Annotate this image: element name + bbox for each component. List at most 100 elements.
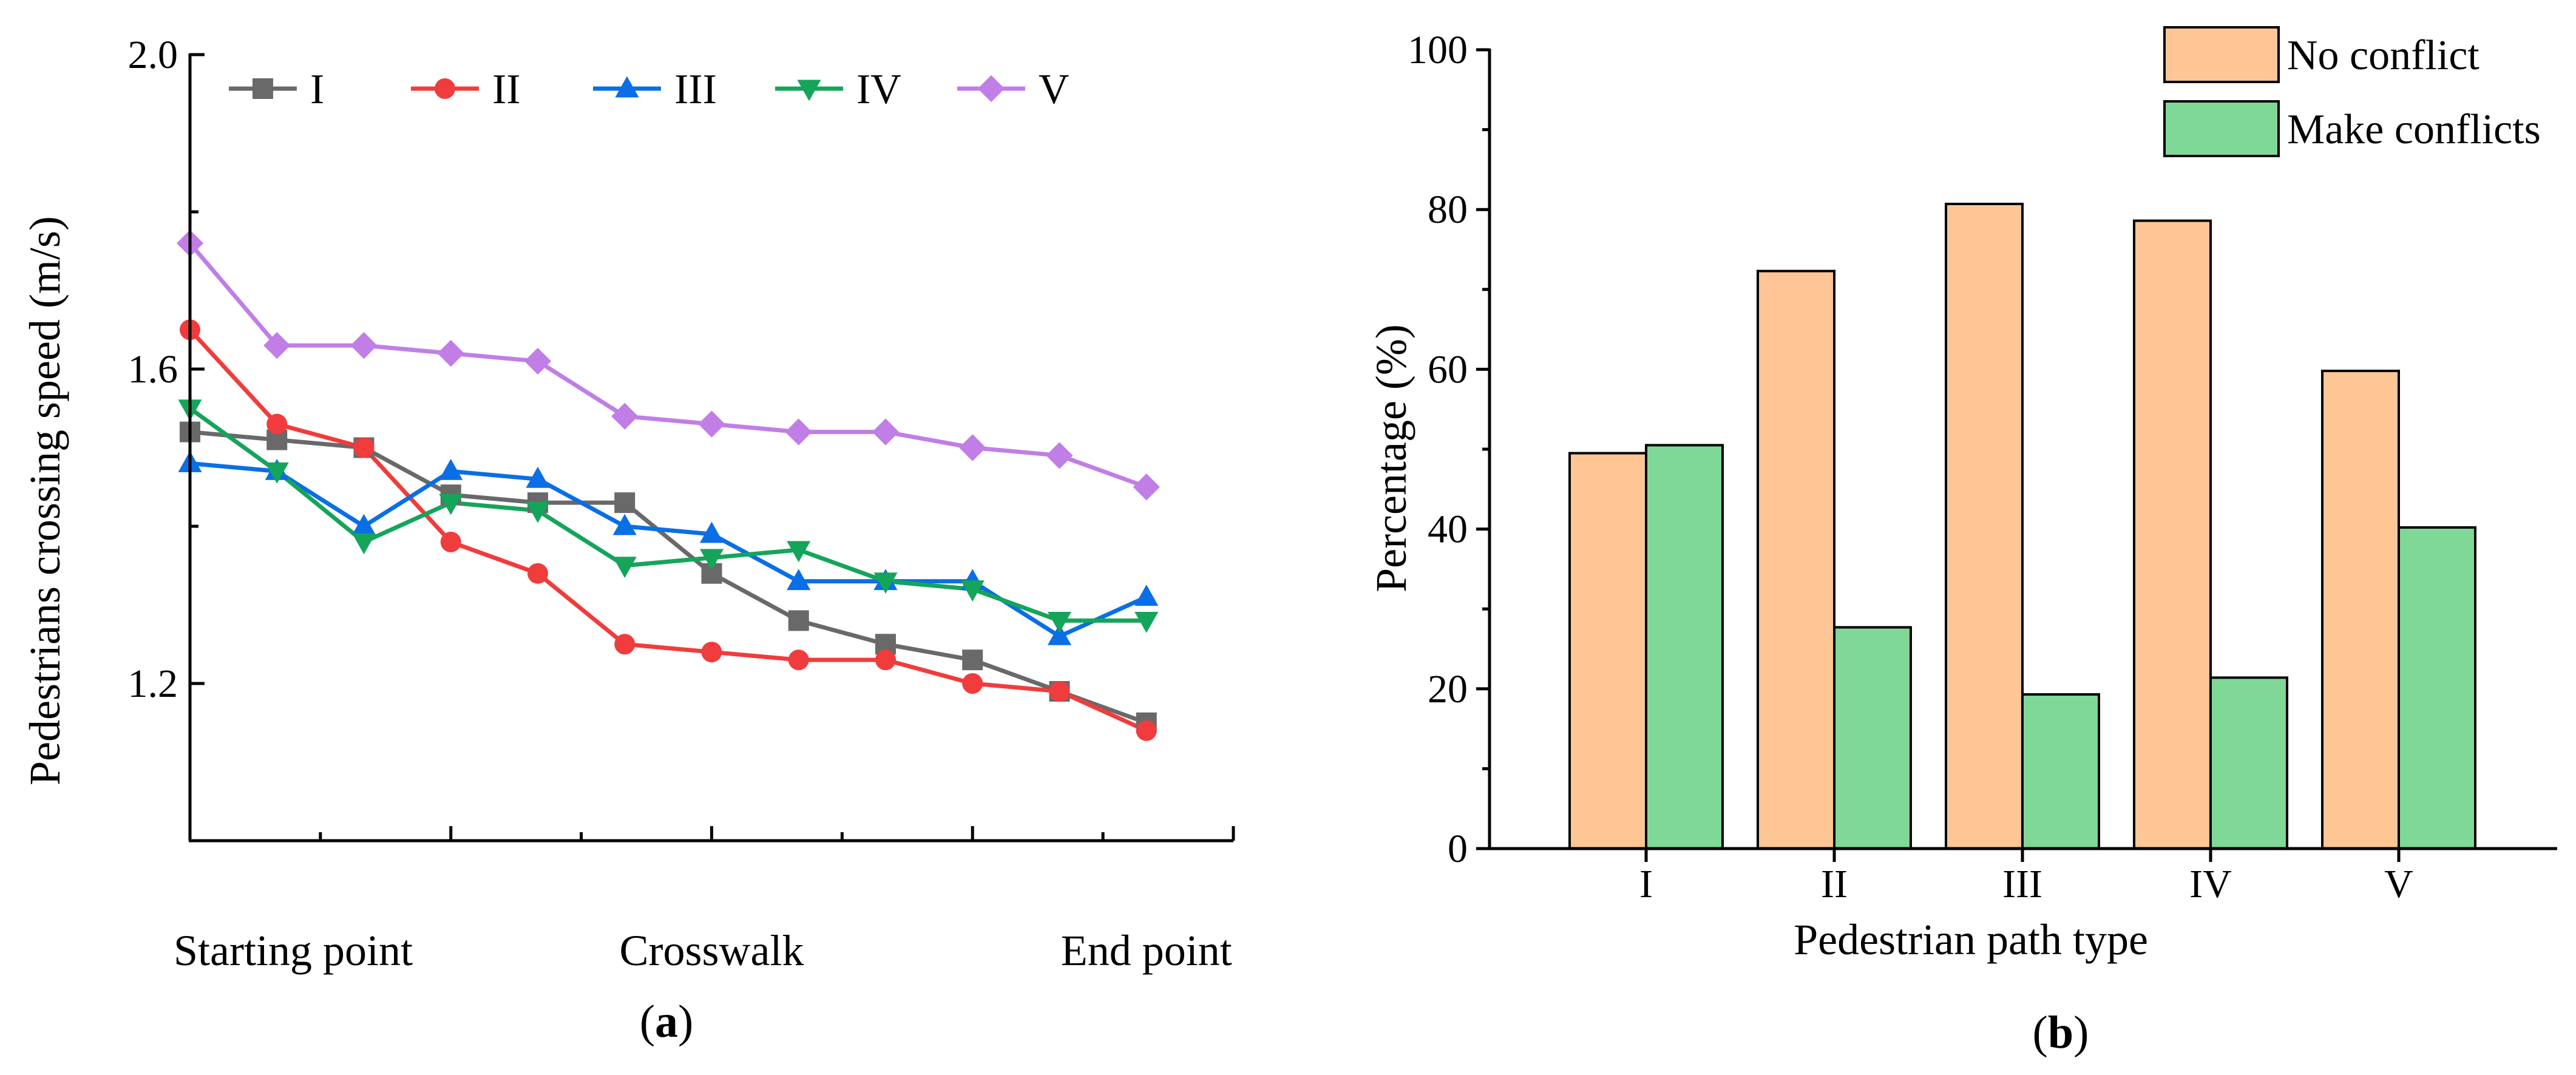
- legend-marker-IV: [797, 80, 821, 101]
- panel-label-a-letter: a: [655, 996, 678, 1047]
- data-point-IV: [612, 557, 637, 578]
- series-line-I: [189, 430, 1147, 725]
- legend-swatch-make-conflicts: [2163, 100, 2280, 157]
- line-chart-legend: I II III IV V: [229, 66, 1069, 113]
- bar-no-conflict-I: [1568, 452, 1647, 850]
- legend-marker-I: [253, 78, 273, 99]
- x-tick-label: IV: [2189, 862, 2232, 906]
- data-point-V: [611, 402, 639, 430]
- data-point-IV: [960, 580, 985, 602]
- y-tick-label: 1.6: [128, 347, 178, 392]
- marker-group: [176, 229, 1160, 741]
- series-line-III: [189, 461, 1148, 639]
- data-point-III: [612, 514, 637, 535]
- data-point-V: [959, 434, 986, 461]
- panel-label-b-letter: b: [2048, 1007, 2073, 1058]
- data-point-III: [351, 514, 376, 535]
- legend-label-II: II: [492, 66, 521, 113]
- bar-no-conflict-III: [1945, 202, 2024, 850]
- panel-label-b: (b): [2033, 1007, 2089, 1058]
- series-line-V: [188, 242, 1147, 489]
- bar-chart-x-axis-label: Pedestrian path type: [1794, 915, 2148, 964]
- data-point-III: [787, 569, 811, 591]
- data-point-II: [788, 649, 809, 671]
- x-tick-label: II: [1821, 862, 1848, 906]
- data-point-II: [614, 634, 636, 655]
- data-point-II: [1136, 720, 1157, 741]
- y-tick-label: 1.2: [128, 662, 178, 706]
- x-tick-label: I: [1639, 862, 1653, 906]
- data-point-V: [437, 340, 464, 367]
- x-landmark-label: Starting point: [174, 926, 413, 975]
- bar-make-conflicts-IV: [2209, 676, 2288, 850]
- data-point-V: [1046, 442, 1073, 469]
- x-tick-label: III: [2002, 862, 2042, 906]
- legend-marker-II: [435, 78, 455, 99]
- data-point-V: [263, 332, 291, 359]
- legend-label-no-conflict: No conflict: [2287, 32, 2479, 79]
- legend-label-IV: IV: [856, 66, 901, 113]
- y-tick-label: 100: [1408, 28, 1468, 72]
- bar-chart-axes: [1476, 48, 2557, 862]
- data-point-IV: [699, 549, 724, 571]
- data-point-II: [266, 413, 288, 435]
- data-point-III: [526, 466, 550, 488]
- x-landmark-label: End point: [1061, 926, 1232, 975]
- series-line-IV: [188, 406, 1147, 623]
- x-landmark-label: Crosswalk: [620, 926, 804, 975]
- line-chart-tick-labels: 1.2 1.6 2.0 Starting point Crosswalk End poin…: [128, 33, 1232, 975]
- data-point-IV: [265, 462, 289, 484]
- y-tick-label: 80: [1428, 188, 1468, 232]
- bar-make-conflicts-V: [2398, 526, 2476, 850]
- data-point-II: [701, 642, 722, 663]
- line-chart-panel: 1.2 1.6 2.0 Starting point Crosswalk End poin…: [21, 33, 1235, 1047]
- data-point-IV: [787, 541, 811, 563]
- data-point-IV: [873, 572, 898, 594]
- bar-group: [1568, 202, 2476, 850]
- data-point-II: [962, 673, 983, 694]
- bar-make-conflicts-III: [2021, 693, 2100, 850]
- bar-no-conflict-V: [2321, 370, 2400, 850]
- panel-label-a: (a): [640, 996, 694, 1047]
- bar-chart-y-axis-label: Percentage (%): [1367, 324, 1415, 592]
- legend-marker-V: [977, 75, 1005, 103]
- bar-chart-legend: No conflict Make conflicts: [2163, 26, 2541, 157]
- data-point-IV: [526, 501, 550, 523]
- data-point-IV: [439, 493, 463, 515]
- data-point-II: [353, 437, 375, 458]
- legend-label-III: III: [674, 66, 717, 113]
- line-chart-axes: [188, 53, 1235, 843]
- data-point-V: [698, 410, 725, 438]
- data-point-II: [527, 563, 548, 584]
- bar-no-conflict-IV: [2133, 219, 2212, 850]
- y-tick-label: 40: [1428, 507, 1468, 552]
- series-line-II: [188, 328, 1148, 733]
- data-point-V: [1133, 473, 1160, 501]
- data-point-I: [962, 649, 983, 671]
- data-point-V: [524, 347, 552, 375]
- y-tick-label: 2.0: [128, 33, 178, 77]
- data-point-V: [350, 332, 378, 359]
- data-point-I: [788, 610, 809, 631]
- line-chart-y-axis-label: Pedestrians crossing speed (m/s): [21, 216, 69, 785]
- data-point-II: [440, 531, 461, 552]
- y-tick-label: 60: [1428, 347, 1468, 392]
- bar-make-conflicts-II: [1833, 626, 1912, 850]
- data-point-III: [1134, 585, 1159, 606]
- line-series-group: [188, 242, 1148, 733]
- y-tick-label: 20: [1428, 667, 1468, 711]
- data-point-III: [439, 458, 463, 480]
- legend-label-I: I: [310, 66, 324, 113]
- bar-make-conflicts-I: [1645, 444, 1724, 850]
- data-point-III: [699, 521, 724, 543]
- legend-label-make-conflicts: Make conflicts: [2287, 106, 2541, 153]
- legend-label-V: V: [1039, 66, 1069, 113]
- data-point-III: [1047, 623, 1072, 645]
- data-point-IV: [351, 533, 376, 555]
- data-point-IV: [1134, 611, 1159, 633]
- bar-no-conflict-II: [1757, 270, 1835, 850]
- data-point-V: [785, 418, 812, 446]
- data-point-I: [614, 492, 636, 514]
